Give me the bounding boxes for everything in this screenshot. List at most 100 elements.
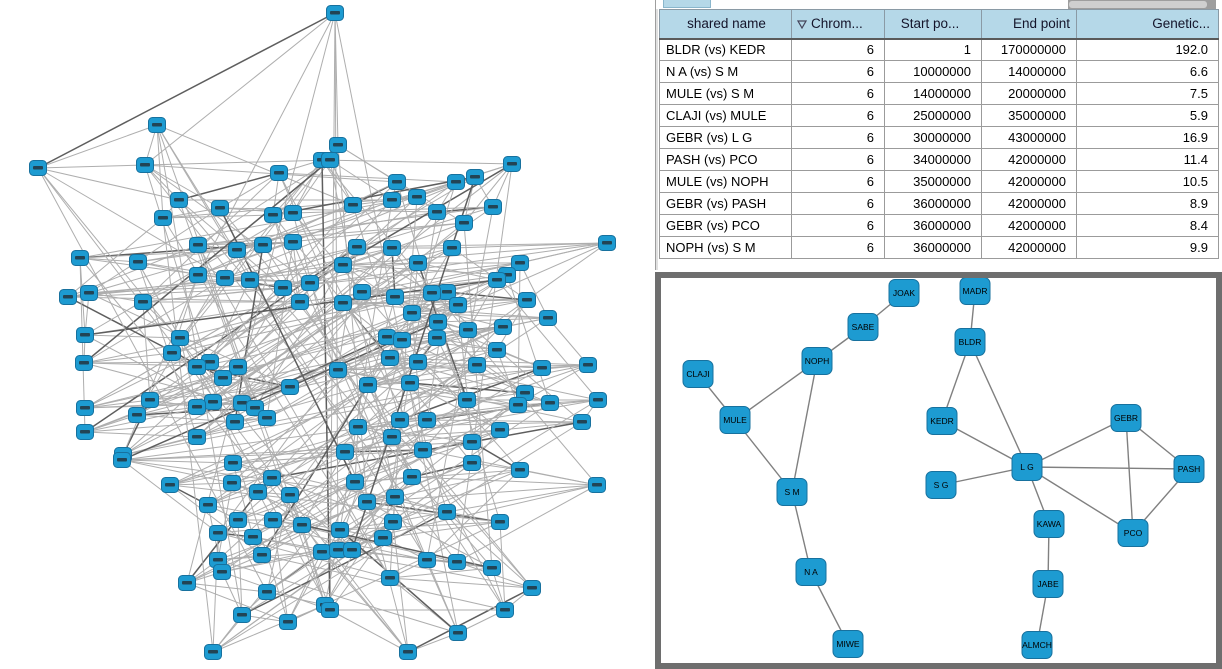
table-cell[interactable]: 5.9 bbox=[1076, 104, 1219, 127]
column-header-genetic[interactable]: Genetic... bbox=[1076, 9, 1219, 40]
graph-edge[interactable] bbox=[367, 326, 504, 386]
graph-node-almch[interactable] bbox=[1021, 631, 1053, 659]
table-cell[interactable]: PASH (vs) PCO bbox=[659, 148, 792, 171]
graph-edge[interactable] bbox=[282, 242, 608, 289]
graph-edge[interactable] bbox=[144, 12, 336, 166]
graph-edge[interactable] bbox=[389, 349, 498, 359]
table-cell[interactable]: 6 bbox=[791, 60, 885, 83]
graph-edge[interactable] bbox=[272, 519, 289, 623]
graph-edge[interactable] bbox=[186, 582, 268, 593]
table-row[interactable]: GEBR (vs) L G 6 30000000 43000000 16.9 bbox=[659, 126, 1219, 149]
column-header-startpo[interactable]: Start po... bbox=[884, 9, 982, 40]
graph-edge[interactable] bbox=[496, 349, 519, 406]
graph-edge[interactable] bbox=[37, 167, 409, 653]
graph-edge[interactable] bbox=[361, 291, 504, 328]
graph-edge[interactable] bbox=[292, 159, 331, 214]
graph-edge[interactable] bbox=[321, 159, 513, 165]
graph-edge[interactable] bbox=[84, 334, 181, 339]
graph-edge[interactable] bbox=[207, 477, 273, 506]
graph-edge[interactable] bbox=[169, 462, 234, 486]
attribute-table[interactable]: shared name Chrom... Start po... End point G… bbox=[659, 9, 1219, 259]
graph-edge[interactable] bbox=[252, 536, 533, 589]
table-cell[interactable]: BLDR (vs) KEDR bbox=[659, 38, 792, 61]
table-cell[interactable]: 192.0 bbox=[1076, 38, 1219, 61]
graph-edge[interactable] bbox=[254, 339, 403, 409]
graph-node-kedr[interactable] bbox=[926, 407, 958, 435]
table-cell[interactable]: CLAJI (vs) MULE bbox=[659, 104, 792, 127]
table-row[interactable]: GEBR (vs) PASH 6 36000000 42000000 8.9 bbox=[659, 192, 1219, 215]
graph-edge[interactable] bbox=[271, 339, 403, 479]
graph-edge[interactable] bbox=[344, 317, 549, 453]
graph-edge[interactable] bbox=[342, 262, 419, 266]
table-cell[interactable]: 8.9 bbox=[1076, 192, 1219, 215]
graph-edge[interactable] bbox=[221, 399, 468, 573]
graph-edge[interactable] bbox=[219, 207, 438, 213]
table-cell[interactable]: 14000000 bbox=[884, 82, 982, 105]
graph-edge[interactable] bbox=[217, 482, 233, 561]
graph-edge[interactable] bbox=[162, 214, 274, 219]
graph-node-pco[interactable] bbox=[1117, 519, 1149, 547]
table-cell[interactable]: 6 bbox=[791, 192, 885, 215]
graph-edge[interactable] bbox=[367, 364, 478, 386]
hairball-network-canvas[interactable] bbox=[0, 0, 655, 669]
graph-node-miwe[interactable] bbox=[832, 630, 864, 658]
table-cell[interactable]: 25000000 bbox=[884, 104, 982, 127]
graph-edge[interactable] bbox=[186, 12, 336, 584]
graph-edge[interactable] bbox=[411, 476, 598, 486]
graph-node-noph[interactable] bbox=[801, 347, 833, 375]
graph-node-na[interactable] bbox=[795, 558, 827, 586]
graph-edge[interactable] bbox=[144, 164, 458, 563]
graph-edge[interactable] bbox=[37, 159, 331, 169]
graph-node-madr[interactable] bbox=[959, 278, 991, 305]
graph-edge[interactable] bbox=[409, 242, 608, 384]
graph-edge[interactable] bbox=[171, 301, 301, 354]
graph-edge[interactable] bbox=[426, 206, 494, 561]
graph-edge[interactable] bbox=[219, 172, 280, 209]
table-cell[interactable]: 9.9 bbox=[1076, 236, 1219, 259]
graph-edge[interactable] bbox=[411, 462, 473, 478]
graph-edge[interactable] bbox=[122, 291, 448, 456]
table-cell[interactable]: 6 bbox=[791, 82, 885, 105]
graph-edge[interactable] bbox=[37, 12, 336, 169]
table-row[interactable]: MULE (vs) S M 6 14000000 20000000 7.5 bbox=[659, 82, 1219, 105]
graph-edge[interactable] bbox=[241, 399, 599, 616]
table-cell[interactable]: 6.6 bbox=[1076, 60, 1219, 83]
scrollbar-thumb[interactable] bbox=[1069, 1, 1207, 8]
graph-edge[interactable] bbox=[169, 482, 233, 486]
graph-edge[interactable] bbox=[142, 172, 280, 303]
graph-edge[interactable] bbox=[196, 299, 528, 368]
graph-edge[interactable] bbox=[249, 247, 393, 281]
table-cell[interactable]: 14000000 bbox=[981, 60, 1077, 83]
graph-edge[interactable] bbox=[969, 341, 1028, 468]
graph-edge[interactable] bbox=[324, 419, 428, 606]
table-cell[interactable]: 36000000 bbox=[884, 192, 982, 215]
graph-edge[interactable] bbox=[496, 279, 599, 401]
graph-edge[interactable] bbox=[196, 326, 504, 408]
table-cell[interactable]: 36000000 bbox=[884, 236, 982, 259]
graph-edge[interactable] bbox=[342, 302, 549, 319]
table-cell[interactable]: 10.5 bbox=[1076, 170, 1219, 193]
main-network-view[interactable] bbox=[0, 0, 655, 669]
table-cell[interactable]: 30000000 bbox=[884, 126, 982, 149]
graph-edge[interactable] bbox=[506, 274, 551, 404]
graph-edge[interactable] bbox=[272, 214, 473, 464]
graph-edge[interactable] bbox=[79, 257, 139, 263]
graph-edge[interactable] bbox=[37, 167, 268, 593]
graph-edge[interactable] bbox=[1026, 417, 1127, 468]
graph-edge[interactable] bbox=[217, 559, 459, 634]
graph-edge[interactable] bbox=[257, 349, 498, 493]
graph-edge[interactable] bbox=[37, 124, 158, 169]
graph-edge[interactable] bbox=[292, 241, 301, 303]
table-cell[interactable]: 6 bbox=[791, 170, 885, 193]
graph-edge[interactable] bbox=[83, 277, 226, 364]
graph-edge[interactable] bbox=[456, 484, 598, 563]
graph-node-mule[interactable] bbox=[719, 406, 751, 434]
graph-edge[interactable] bbox=[407, 587, 533, 653]
graph-edge[interactable] bbox=[67, 296, 301, 303]
graph-edge[interactable] bbox=[224, 176, 476, 279]
table-cell[interactable]: 6 bbox=[791, 104, 885, 127]
graph-edge[interactable] bbox=[354, 426, 359, 483]
graph-edge[interactable] bbox=[392, 196, 418, 523]
graph-edge[interactable] bbox=[262, 181, 398, 246]
table-row[interactable]: N A (vs) S M 6 10000000 14000000 6.6 bbox=[659, 60, 1219, 83]
